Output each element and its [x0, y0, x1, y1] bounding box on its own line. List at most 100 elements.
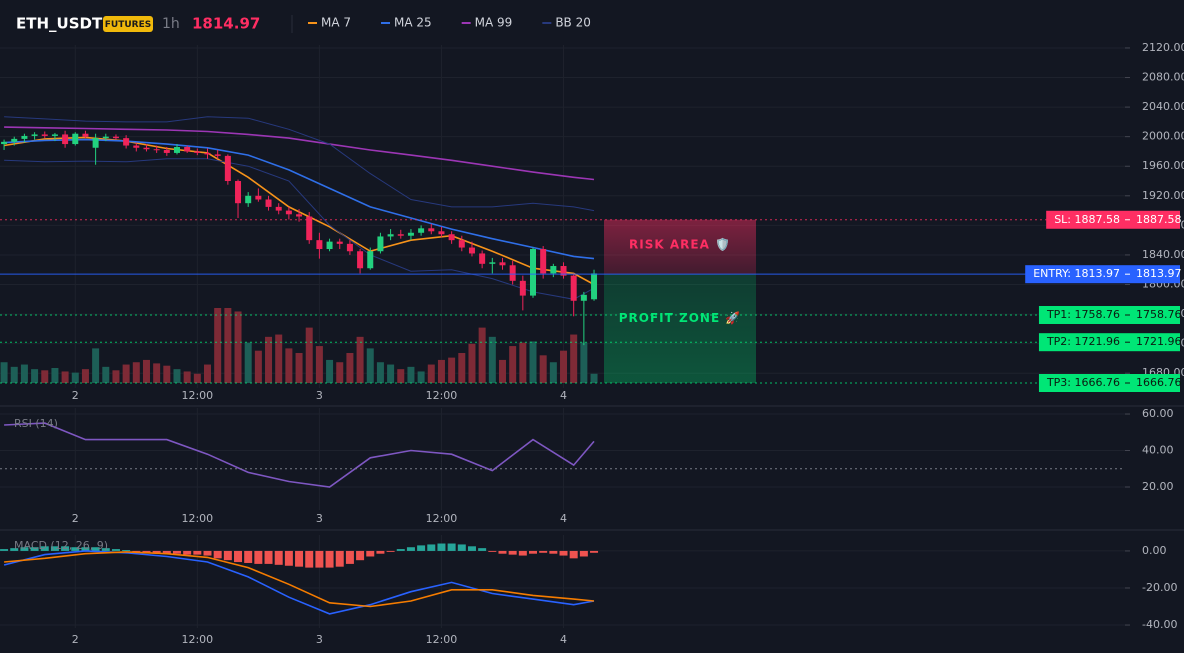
- candle-body: [387, 234, 394, 237]
- histogram-bar: [498, 550, 507, 554]
- volume-bar: [437, 359, 445, 383]
- volume-bar: [366, 348, 374, 383]
- volume-bar: [458, 353, 466, 383]
- volume-bar: [71, 372, 79, 383]
- x-tick-label: 12:00: [181, 633, 213, 646]
- candle-body: [306, 216, 313, 241]
- candle-body: [296, 214, 303, 217]
- volume-bar: [20, 364, 28, 383]
- volume-bar: [488, 336, 496, 383]
- volume-bar: [498, 359, 506, 383]
- candle-body: [11, 138, 18, 142]
- volume-bar: [570, 334, 578, 383]
- candle-body: [255, 195, 262, 200]
- y-tick-label: 1840.00: [1142, 248, 1184, 261]
- x-tick-label: 2: [72, 512, 79, 525]
- level-tag: [1038, 374, 1180, 393]
- candle-body: [92, 138, 99, 148]
- histogram-bar: [122, 550, 131, 551]
- candle-body: [245, 195, 252, 204]
- legend-label: BB 20: [555, 16, 591, 30]
- candle-body: [560, 266, 567, 276]
- y-tick-label: 1960.00: [1142, 159, 1184, 172]
- candle-body: [316, 240, 323, 250]
- line-series: [4, 422, 595, 488]
- volume-bar: [254, 350, 262, 383]
- volume-bar: [376, 362, 384, 383]
- volume-bar: [295, 353, 303, 383]
- histogram-bar: [254, 550, 263, 564]
- volume-bar: [51, 368, 59, 383]
- candle-body: [214, 154, 221, 156]
- histogram-bar: [345, 550, 354, 564]
- volume-bar: [122, 364, 130, 383]
- candle-body: [428, 228, 435, 232]
- histogram-bar: [203, 550, 212, 556]
- volume-bar: [0, 362, 8, 383]
- x-tick-label: 3: [316, 633, 323, 646]
- volume-bar: [81, 369, 89, 383]
- volume-bar: [326, 359, 334, 383]
- volume-bar: [204, 364, 212, 383]
- candle-body: [173, 147, 180, 153]
- badge: FUTURES: [105, 20, 151, 30]
- volume-bar: [580, 342, 588, 383]
- volume-bar: [397, 369, 405, 383]
- line-series: [4, 116, 595, 212]
- candle-body: [509, 265, 516, 281]
- candle-body: [112, 136, 119, 139]
- candle-body: [580, 294, 587, 301]
- candle-body: [367, 251, 374, 269]
- y-tick-label: 2040.00: [1142, 100, 1184, 113]
- histogram-bar: [234, 550, 243, 563]
- histogram-bar: [427, 544, 436, 551]
- volume-bar: [132, 362, 140, 383]
- histogram-bar: [193, 550, 202, 555]
- candle-body: [418, 228, 425, 233]
- volume-bar: [112, 370, 120, 383]
- histogram-bar: [50, 546, 59, 551]
- histogram-bar: [111, 549, 120, 551]
- zone: [604, 219, 756, 275]
- panel-title: RSI (14): [14, 417, 58, 430]
- level-tag: [1038, 305, 1180, 324]
- histogram-bar: [488, 550, 497, 552]
- plot: [4, 422, 595, 488]
- plot: [0, 116, 598, 383]
- level-label: TP1: 1758.76: [1046, 308, 1120, 321]
- y-tick-label: 20.00: [1142, 480, 1174, 493]
- level-value: 1813.97: [1136, 267, 1182, 280]
- volume-bar: [214, 308, 222, 383]
- candle-body: [31, 134, 38, 136]
- level-tag: [1046, 210, 1180, 229]
- volume-bar: [468, 343, 476, 383]
- x-tick-label: 2: [72, 633, 79, 646]
- candle-body: [62, 134, 69, 145]
- volume-bar: [183, 371, 191, 383]
- volume-bar: [478, 327, 486, 383]
- candle-body: [163, 149, 170, 153]
- candle-body: [346, 243, 353, 252]
- volume-bar: [142, 359, 150, 383]
- histogram-bar: [305, 550, 314, 568]
- histogram-bar: [91, 547, 100, 551]
- volume-bar: [407, 366, 415, 383]
- histogram-bar: [264, 550, 273, 564]
- volume-bar: [92, 348, 100, 383]
- candle-body: [21, 135, 28, 139]
- candle-body: [357, 251, 364, 269]
- candle-body: [591, 273, 598, 300]
- volume-bar: [305, 327, 313, 383]
- candle-body: [377, 236, 384, 252]
- volume-bar: [61, 371, 69, 383]
- y-tick-label: 40.00: [1142, 444, 1174, 457]
- candle-body: [407, 232, 414, 236]
- volume-bar: [315, 346, 323, 383]
- volume-bar: [417, 371, 425, 383]
- candle-body: [72, 133, 79, 145]
- histogram-bar: [40, 546, 49, 551]
- level-value: 1666.76: [1136, 376, 1182, 389]
- x-tick-label: 12:00: [426, 633, 458, 646]
- line-series: [4, 158, 595, 300]
